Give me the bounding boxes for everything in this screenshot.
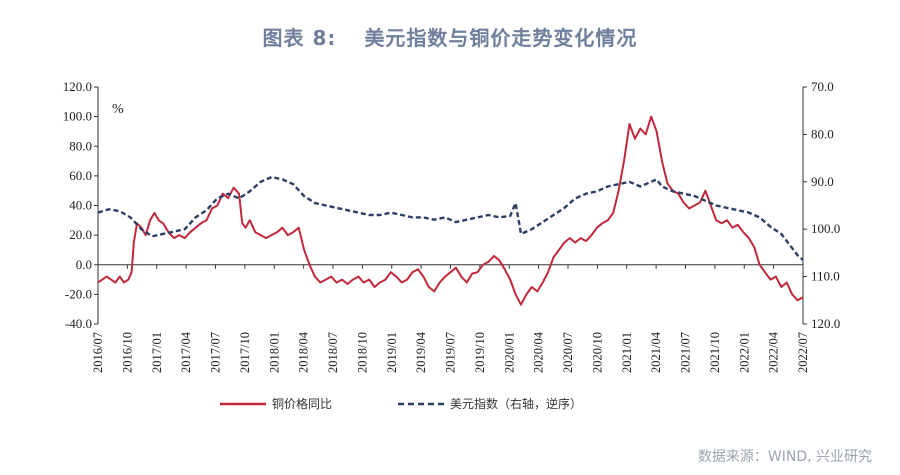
x-tick-label: 2018/10 <box>355 332 369 373</box>
left-tick-label: 60.0 <box>69 168 92 183</box>
left-tick-label: 20.0 <box>69 227 92 242</box>
right-tick-label: 80.0 <box>811 126 834 141</box>
x-tick-label: 2020/07 <box>561 332 575 373</box>
right-tick-label: 70.0 <box>811 79 834 94</box>
legend-label-copy-yoy: 铜价格同比 <box>272 396 332 411</box>
left-axis-unit: % <box>112 102 124 117</box>
figure-number: 图表 8: <box>262 26 337 50</box>
left-tick-label: 40.0 <box>69 198 92 213</box>
x-tick-label: 2019/07 <box>444 332 458 373</box>
x-tick-label: 2016/07 <box>91 332 105 373</box>
x-tick-label: 2020/04 <box>532 331 546 373</box>
x-tick-label: 2021/04 <box>649 331 663 373</box>
x-tick-label: 2016/10 <box>120 332 134 373</box>
right-tick-label: 110.0 <box>811 269 840 284</box>
x-tick-label: 2017/07 <box>209 332 223 373</box>
x-tick-label: 2022/04 <box>767 331 781 373</box>
left-tick-label: 100.0 <box>63 109 92 124</box>
x-tick-label: 2019/01 <box>385 332 399 373</box>
right-tick-label: 90.0 <box>811 174 834 189</box>
source-note: 数据来源：WIND, 兴业研究 <box>697 449 872 465</box>
left-tick-label: 80.0 <box>69 138 92 153</box>
right-tick-label: 100.0 <box>811 221 840 236</box>
chart-title: 图表 8: 美元指数与铜价走势变化情况 <box>0 22 900 51</box>
left-tick-label: 120.0 <box>63 79 92 94</box>
x-tick-label: 2021/10 <box>708 332 722 373</box>
x-tick-label: 2020/01 <box>502 332 516 373</box>
x-tick-label: 2018/04 <box>297 331 311 373</box>
left-tick-label: -40.0 <box>65 316 92 331</box>
series-line-copy-yoy <box>97 115 804 306</box>
x-tick-label: 2017/01 <box>150 332 164 373</box>
x-tick-label: 2021/07 <box>679 332 693 373</box>
series-line-dollar-index <box>97 175 804 261</box>
legend-label-dollar-index: 美元指数（右轴，逆序） <box>450 396 582 411</box>
x-tick-label: 2018/01 <box>267 332 281 373</box>
left-tick-label: 0.0 <box>76 257 92 272</box>
x-tick-label: 2019/10 <box>473 332 487 373</box>
x-tick-label: 2017/10 <box>238 332 252 373</box>
left-tick-label: -20.0 <box>65 286 92 301</box>
x-tick-label: 2022/07 <box>796 332 810 373</box>
x-tick-label: 2021/01 <box>620 332 634 373</box>
x-tick-label: 2018/07 <box>326 332 340 373</box>
x-tick-label: 2022/01 <box>737 332 751 373</box>
x-tick-label: 2019/04 <box>414 331 428 373</box>
x-tick-label: 2020/10 <box>590 332 604 373</box>
x-tick-label: 2017/04 <box>179 331 193 373</box>
right-tick-label: 120.0 <box>811 316 840 331</box>
figure-title: 美元指数与铜价走势变化情况 <box>364 26 638 50</box>
